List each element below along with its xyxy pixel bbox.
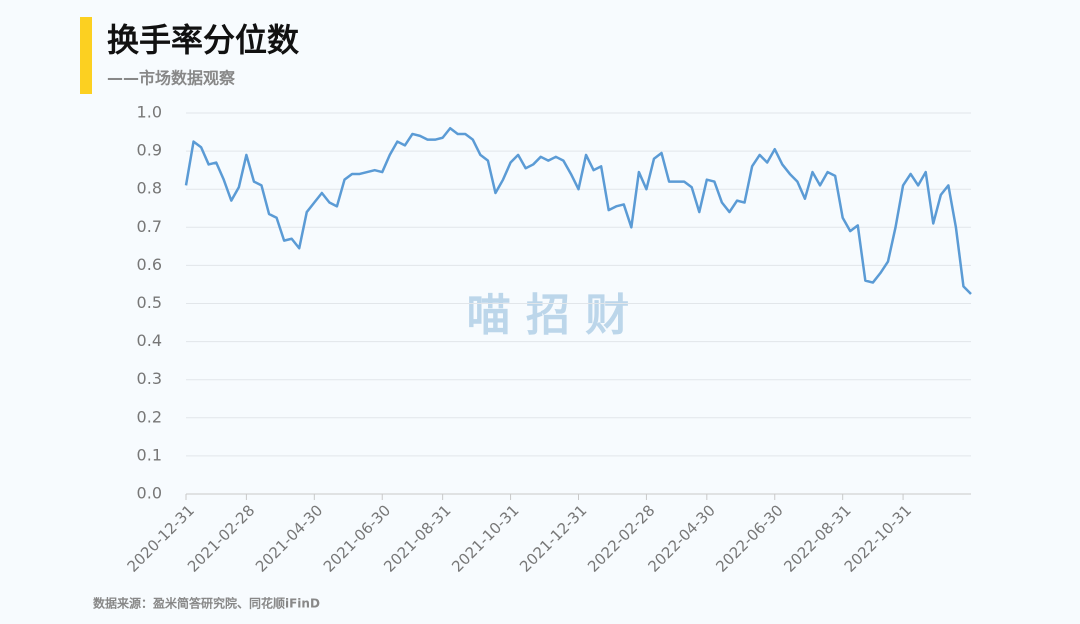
- y-tick-label: 0.7: [137, 217, 162, 236]
- data-line: [184, 126, 972, 295]
- chart-title: 换手率分位数: [107, 21, 300, 59]
- y-tick-label: 0.9: [137, 141, 162, 160]
- y-tick-label: 0.4: [137, 331, 162, 350]
- source-note: 数据来源：盈米简答研究院、同花顺iFinD: [93, 596, 320, 611]
- y-tick-label: 0.6: [137, 255, 162, 274]
- accent-bar: [80, 17, 92, 94]
- watermark: 喵 招 财: [467, 290, 630, 341]
- y-tick-label: 0.2: [137, 407, 162, 426]
- y-tick-label: 1.0: [137, 103, 162, 122]
- y-tick-label: 0.5: [137, 293, 162, 312]
- y-tick-label: 0.1: [137, 445, 162, 464]
- y-tick-label: 0.8: [137, 179, 162, 198]
- y-tick-label: 0.3: [137, 369, 162, 388]
- chart-subtitle: ——市场数据观察: [107, 69, 236, 88]
- y-tick-label: 0.0: [137, 484, 162, 503]
